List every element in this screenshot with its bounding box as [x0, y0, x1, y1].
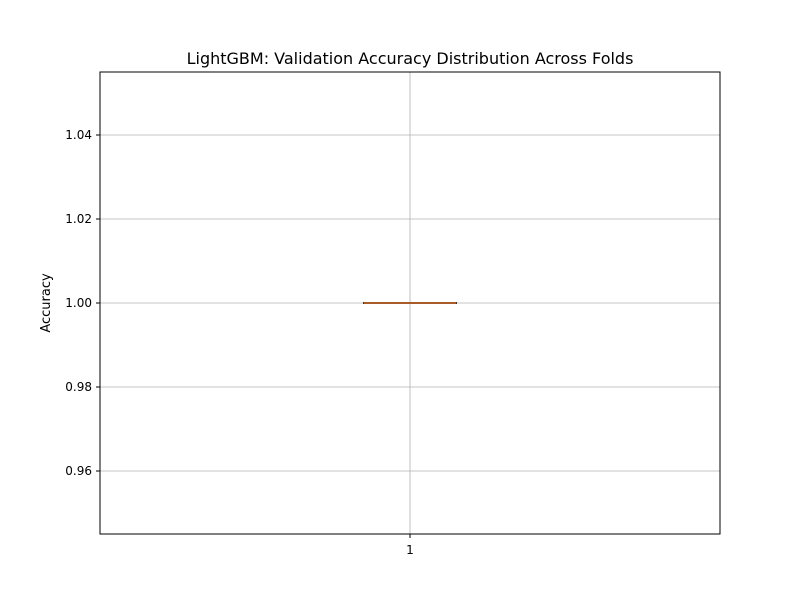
y-tick-label: 1.04 — [65, 128, 92, 142]
tick-layer: 0.96 0.98 1.00 1.02 1.04 1 — [65, 128, 414, 557]
box-layer — [363, 302, 457, 304]
y-tick-label: 1.00 — [65, 296, 92, 310]
y-tick-label: 0.98 — [65, 380, 92, 394]
y-axis-label: Accuracy — [39, 273, 54, 333]
chart-title: LightGBM: Validation Accuracy Distributi… — [187, 49, 634, 68]
y-tick-label: 0.96 — [65, 464, 92, 478]
y-tick-label: 1.02 — [65, 212, 92, 226]
x-tick-label: 1 — [406, 543, 414, 557]
